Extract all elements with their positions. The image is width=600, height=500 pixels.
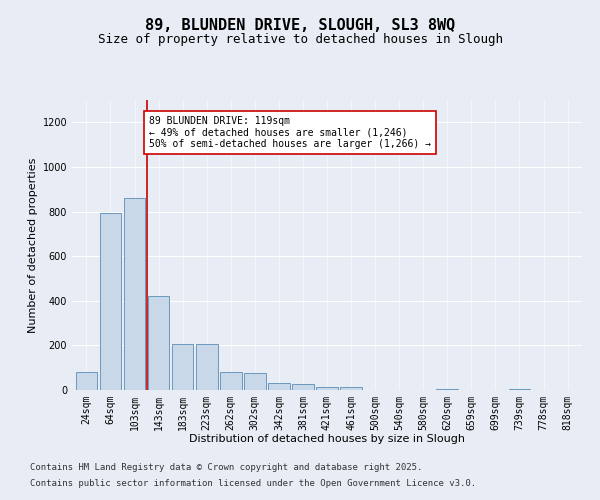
Bar [196, 344, 218, 390]
Bar [220, 372, 242, 390]
Bar [172, 344, 193, 390]
Bar [316, 388, 338, 390]
Bar [244, 374, 266, 390]
Text: 89, BLUNDEN DRIVE, SLOUGH, SL3 8WQ: 89, BLUNDEN DRIVE, SLOUGH, SL3 8WQ [145, 18, 455, 32]
Bar [340, 388, 362, 390]
Bar [76, 372, 97, 390]
Text: Size of property relative to detached houses in Slough: Size of property relative to detached ho… [97, 32, 503, 46]
Y-axis label: Number of detached properties: Number of detached properties [28, 158, 38, 332]
Text: Contains HM Land Registry data © Crown copyright and database right 2025.: Contains HM Land Registry data © Crown c… [30, 464, 422, 472]
Bar [292, 384, 314, 390]
Bar [100, 212, 121, 390]
Bar [124, 198, 145, 390]
X-axis label: Distribution of detached houses by size in Slough: Distribution of detached houses by size … [189, 434, 465, 444]
Bar [268, 384, 290, 390]
Bar [436, 389, 458, 390]
Text: 89 BLUNDEN DRIVE: 119sqm
← 49% of detached houses are smaller (1,246)
50% of sem: 89 BLUNDEN DRIVE: 119sqm ← 49% of detach… [149, 116, 431, 149]
Bar [148, 296, 169, 390]
Text: Contains public sector information licensed under the Open Government Licence v3: Contains public sector information licen… [30, 478, 476, 488]
